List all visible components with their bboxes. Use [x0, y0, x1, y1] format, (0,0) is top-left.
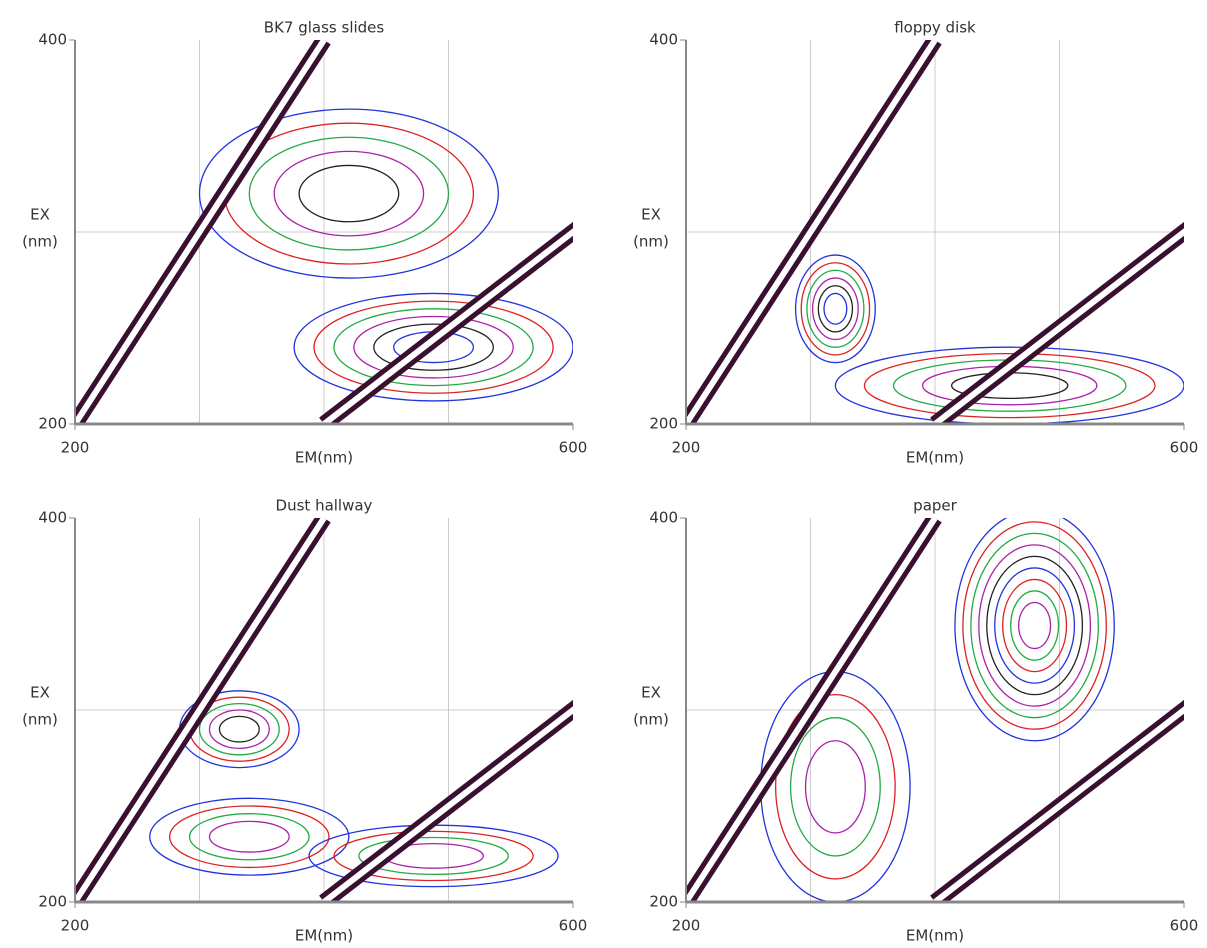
scatter-band-core: [75, 518, 327, 902]
contour-line: [817, 285, 854, 333]
contour-line: [806, 269, 865, 348]
contour-line: [970, 532, 1099, 719]
contour-line: [823, 292, 848, 325]
y-axis-label: (nm): [633, 233, 669, 251]
x-tick-label: 600: [559, 439, 588, 457]
scatter-band-core: [322, 706, 573, 902]
x-axis-label: EM(nm): [906, 927, 964, 945]
scatter-band-core: [322, 228, 573, 424]
contour-line: [353, 315, 514, 379]
x-tick-label: 200: [61, 917, 90, 935]
contour-layer: [686, 518, 1184, 902]
contour-line: [804, 740, 866, 834]
y-tick-label: 200: [649, 415, 678, 433]
y-tick-label: 400: [38, 509, 67, 527]
contour-line: [358, 836, 509, 876]
y-tick-label: 400: [38, 31, 67, 49]
contour-line: [188, 813, 310, 861]
y-axis-label: (nm): [633, 711, 669, 729]
panel: 200 600 200 400 floppy disk EM(nm) EX (nm): [633, 19, 1199, 467]
contour-line: [863, 352, 1156, 419]
contour-line: [208, 820, 290, 853]
x-tick-label: 200: [61, 439, 90, 457]
contour-line: [789, 717, 881, 857]
scatter-band-core: [686, 518, 938, 902]
scatter-band-core: [933, 706, 1184, 902]
x-tick-label: 200: [672, 917, 701, 935]
contour-line: [1002, 578, 1068, 673]
contour-line: [760, 670, 911, 902]
contour-line: [834, 346, 1184, 424]
chart-title: paper: [913, 497, 957, 515]
contour-line: [986, 555, 1084, 696]
contour-line: [168, 805, 330, 869]
y-axis-label: EX: [30, 684, 50, 702]
scatter-band-core: [686, 40, 938, 424]
y-axis-label: (nm): [22, 233, 58, 251]
x-tick-label: 600: [1170, 917, 1199, 935]
x-axis-label: EM(nm): [295, 927, 353, 945]
y-tick-label: 200: [649, 893, 678, 911]
y-tick-label: 200: [38, 893, 67, 911]
contour-line: [962, 521, 1107, 730]
chart-title: BK7 glass slides: [264, 19, 385, 37]
panel: 200 600 200 400 paper EM(nm) EX (nm): [633, 497, 1199, 945]
scatter-band-core: [75, 40, 327, 424]
contour-line: [198, 108, 499, 279]
y-tick-label: 400: [649, 31, 678, 49]
contour-line: [208, 709, 270, 750]
contour-layer: [686, 40, 1184, 424]
y-axis-label: EX: [30, 206, 50, 224]
contour-line: [774, 693, 896, 880]
contour-line: [794, 254, 876, 364]
contour-line: [333, 308, 534, 387]
contour-line: [333, 830, 534, 882]
y-axis-label: (nm): [22, 711, 58, 729]
contour-line: [293, 292, 573, 402]
x-tick-label: 200: [672, 439, 701, 457]
contour-line: [1010, 590, 1060, 661]
contour-layer: [75, 518, 573, 902]
x-tick-label: 600: [559, 917, 588, 935]
y-axis-label: EX: [641, 206, 661, 224]
chart-title: floppy disk: [894, 19, 976, 37]
contour-line: [994, 567, 1076, 684]
y-tick-label: 400: [649, 509, 678, 527]
contour-line: [313, 300, 554, 394]
contour-layer: [75, 40, 573, 424]
contour-line: [273, 150, 425, 237]
contour-line: [800, 262, 871, 356]
contour-line: [954, 518, 1115, 742]
contour-line: [811, 277, 859, 341]
contour-line: [298, 164, 400, 223]
x-axis-label: EM(nm): [295, 449, 353, 467]
contour-line: [978, 544, 1092, 707]
x-axis-label: EM(nm): [906, 449, 964, 467]
contour-line: [149, 797, 350, 876]
contour-line: [1018, 601, 1052, 650]
scatter-band-core: [933, 228, 1184, 424]
contour-line: [373, 323, 494, 371]
x-tick-label: 600: [1170, 439, 1199, 457]
contour-line: [248, 136, 450, 251]
contour-line: [198, 702, 280, 756]
y-axis-label: EX: [641, 684, 661, 702]
panel: 200 600 200 400 Dust hallway EM(nm) EX (nm): [22, 497, 588, 945]
chart-title: Dust hallway: [276, 497, 373, 515]
y-tick-label: 200: [38, 415, 67, 433]
panel: 200 600 200 400 BK7 glass slides EM(nm) EX (nm): [22, 19, 588, 467]
contour-line: [218, 715, 260, 743]
